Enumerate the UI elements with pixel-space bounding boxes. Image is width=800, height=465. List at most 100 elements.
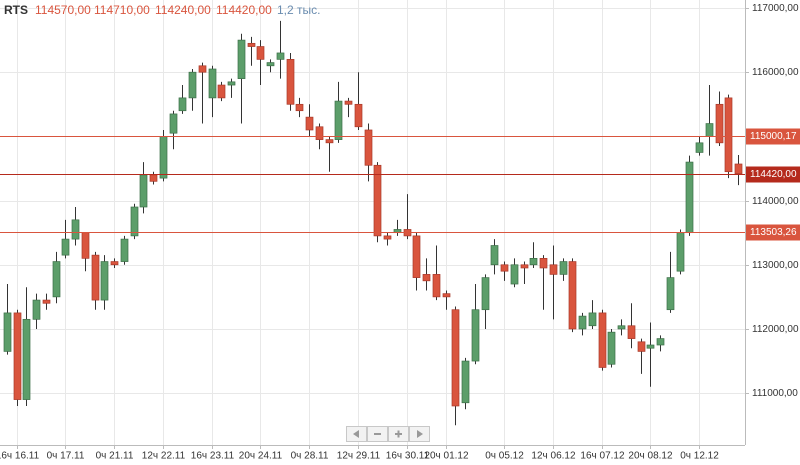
x-tick-label: 0ч 12.12: [680, 451, 719, 462]
candle-body: [715, 103, 724, 144]
candle-body: [354, 103, 363, 128]
candle-body: [383, 235, 392, 240]
y-tick-label: 111000,00: [752, 388, 798, 399]
high-label: 114710,00: [94, 3, 150, 17]
candle-body: [227, 81, 236, 86]
header: RTS 114570,00 114710,00 114240,00 114420…: [4, 3, 320, 17]
open-label: 114570,00: [35, 3, 91, 17]
candle-body: [315, 126, 324, 140]
candle-body: [91, 254, 100, 301]
x-tick-label: 20ч 08.12: [628, 451, 673, 462]
x-tick-label: 16ч 30.11: [386, 451, 430, 462]
candle-body: [442, 293, 451, 298]
level-tag: [746, 128, 800, 145]
candle-body: [568, 261, 577, 330]
candle-body: [276, 52, 285, 60]
candle-body: [178, 97, 187, 112]
candle-body: [500, 264, 509, 272]
candle-body: [422, 274, 431, 282]
low-label: 114240,00: [155, 3, 211, 17]
candle-body: [412, 235, 421, 278]
x-tick-label: 0ч 05.12: [485, 451, 524, 462]
candle-body: [364, 129, 373, 166]
candle-body: [607, 331, 616, 365]
candle-body: [344, 100, 353, 105]
overlay: 115000,17 114420,00 113503,26: [0, 128, 800, 241]
candle-body: [139, 174, 148, 208]
x-tick-label: 12ч 29.11: [337, 451, 381, 462]
x-tick-label: 0ч 21.11: [96, 451, 134, 462]
candle-body: [32, 299, 41, 320]
candle-body: [520, 264, 529, 269]
candle-body: [198, 65, 207, 73]
candle-body: [110, 261, 119, 266]
close-label: 114420,00: [216, 3, 272, 17]
arrow-left-icon: [353, 430, 359, 438]
candle-body: [510, 264, 519, 285]
candle-body: [217, 84, 226, 99]
candle-body: [666, 277, 675, 311]
candles: [3, 20, 743, 426]
candle-body: [149, 174, 158, 182]
x-tick-label: 12ч 06.12: [531, 451, 576, 462]
candle-body: [656, 338, 665, 346]
candle-body: [539, 258, 548, 269]
candle-body: [578, 315, 587, 330]
candle-body: [559, 261, 568, 275]
candle-body: [705, 123, 714, 137]
candle-body: [52, 261, 61, 298]
candle-body: [734, 163, 743, 174]
candle-body: [617, 325, 626, 330]
candle-body: [461, 360, 470, 404]
candle-body: [724, 97, 733, 173]
x-tick-label: 0ч 17.11: [47, 451, 85, 462]
candle-body: [159, 136, 168, 179]
y-tick-label: 114000,00: [752, 196, 799, 207]
candle-body: [676, 232, 685, 272]
y-tick-label: 117000,00: [752, 3, 799, 14]
candle-body: [247, 42, 256, 47]
level-tag-label: 113503,26: [750, 227, 797, 238]
x-tick-label: 16ч 23.11: [191, 451, 235, 462]
candle-body: [451, 309, 460, 407]
candle-body: [295, 103, 304, 112]
y-tick-label: 113000,00: [752, 260, 799, 271]
navigation: [346, 426, 430, 442]
candle-body: [549, 264, 558, 275]
candle-body: [256, 46, 265, 60]
candle-body: [481, 277, 490, 311]
candle-body: [188, 71, 197, 99]
x-tick-label: 0ч 28.11: [291, 451, 329, 462]
x-tick-label: 16ч 07.12: [580, 451, 625, 462]
candle-body: [42, 299, 51, 304]
candle-body: [13, 312, 22, 400]
candle-body: [325, 139, 334, 144]
level-tag-label: 114420,00: [750, 169, 797, 180]
candle-body: [685, 161, 694, 234]
x-tick-label: 12ч 22.11: [142, 451, 186, 462]
candle-body: [529, 258, 538, 266]
candle-body: [373, 164, 382, 237]
candle-body: [286, 59, 295, 105]
symbol: RTS: [4, 3, 28, 17]
level-tag-label: 115000,17: [750, 131, 797, 142]
candle-body: [305, 116, 314, 131]
candle-body: [646, 344, 655, 349]
y-tick-label: 116000,00: [752, 67, 799, 78]
candle-body: [432, 274, 441, 298]
candle-body: [627, 325, 636, 339]
level-tag: [746, 166, 800, 183]
candle-body: [588, 312, 597, 327]
x-tick-label: 20ч 01.12: [424, 451, 469, 462]
candle-body: [695, 142, 704, 153]
level-tag: [746, 224, 800, 241]
candle-body: [100, 261, 109, 301]
candle-body: [71, 219, 80, 240]
candle-body: [490, 245, 499, 266]
y-tick-label: 112000,00: [752, 324, 799, 335]
candle-body: [237, 39, 246, 79]
plus-icon: [395, 430, 402, 438]
candle-body: [130, 206, 139, 237]
candle-body: [266, 62, 275, 67]
